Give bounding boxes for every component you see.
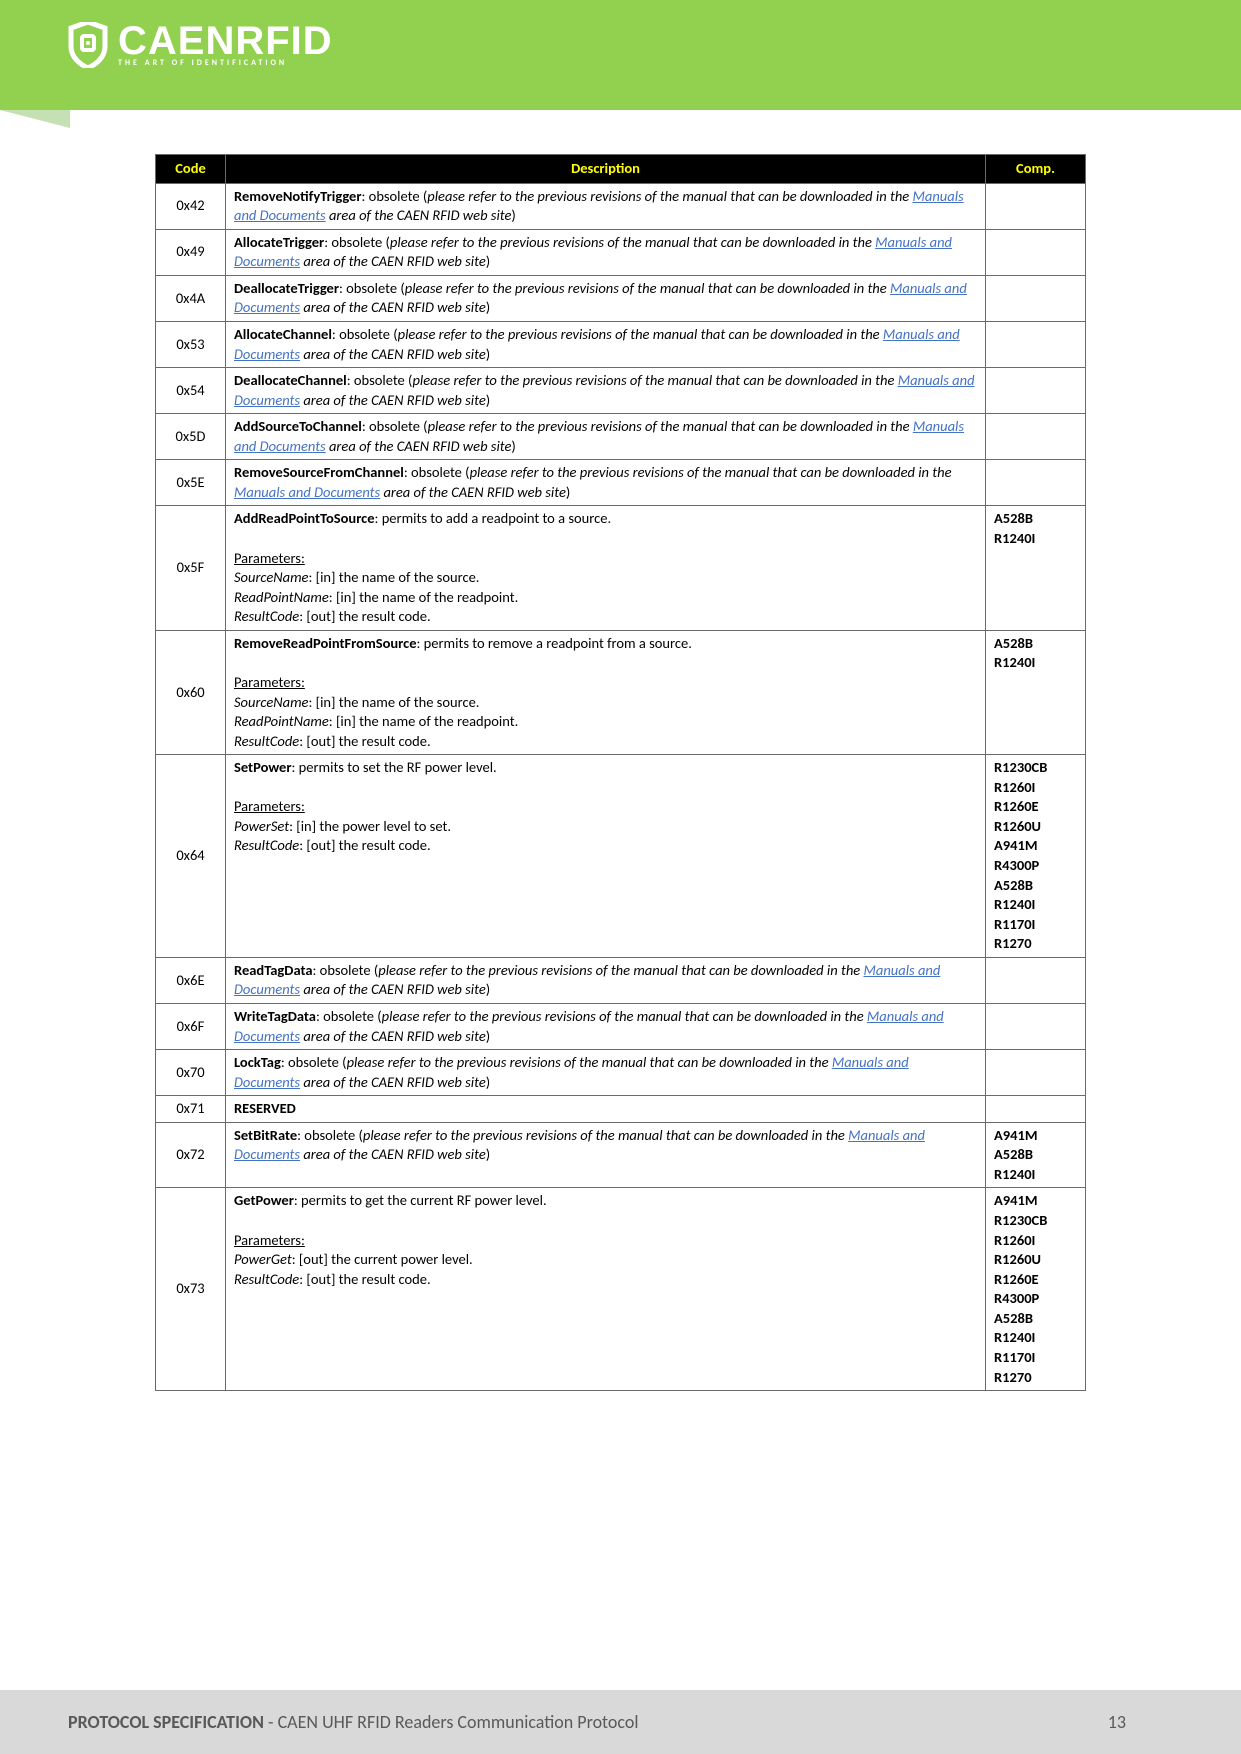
cell-comp (986, 460, 1086, 506)
table-row: 0x53AllocateChannel: obsolete (please re… (156, 321, 1086, 367)
cell-code: 0x4A (156, 275, 226, 321)
cell-description: SetPower: permits to set the RF power le… (226, 755, 986, 958)
header-bar: CAENRFID THE ART OF IDENTIFICATION (0, 0, 1241, 110)
cell-code: 0x70 (156, 1050, 226, 1096)
cell-comp (986, 368, 1086, 414)
cell-comp (986, 275, 1086, 321)
page-content: Code Description Comp. 0x42RemoveNotifyT… (0, 110, 1241, 1391)
cell-description: RESERVED (226, 1096, 986, 1123)
cell-description: RemoveReadPointFromSource: permits to re… (226, 630, 986, 754)
table-row: 0x73GetPower: permits to get the current… (156, 1188, 1086, 1391)
cell-code: 0x60 (156, 630, 226, 754)
cell-description: RemoveNotifyTrigger: obsolete (please re… (226, 183, 986, 229)
table-row: 0x49AllocateTrigger: obsolete (please re… (156, 229, 1086, 275)
table-row: 0x60RemoveReadPointFromSource: permits t… (156, 630, 1086, 754)
cell-description: DeallocateTrigger: obsolete (please refe… (226, 275, 986, 321)
cell-code: 0x64 (156, 755, 226, 958)
cell-description: AddReadPointToSource: permits to add a r… (226, 506, 986, 630)
header-slant-accent (0, 110, 70, 128)
cell-comp: A941MA528BR1240I (986, 1122, 1086, 1188)
manuals-link[interactable]: Manuals and Documents (234, 483, 380, 501)
cell-code: 0x42 (156, 183, 226, 229)
cell-description: SetBitRate: obsolete (please refer to th… (226, 1122, 986, 1188)
cell-comp (986, 1050, 1086, 1096)
cell-comp: R1230CBR1260IR1260ER1260UA941MR4300PA528… (986, 755, 1086, 958)
cell-comp (986, 321, 1086, 367)
cell-code: 0x5F (156, 506, 226, 630)
table-header-row: Code Description Comp. (156, 155, 1086, 184)
cell-code: 0x73 (156, 1188, 226, 1391)
logo-text: CAENRFID (118, 22, 333, 60)
cell-comp: A528BR1240I (986, 506, 1086, 630)
cell-description: WriteTagData: obsolete (please refer to … (226, 1003, 986, 1049)
cell-description: RemoveSourceFromChannel: obsolete (pleas… (226, 460, 986, 506)
table-row: 0x72SetBitRate: obsolete (please refer t… (156, 1122, 1086, 1188)
table-row: 0x4ADeallocateTrigger: obsolete (please … (156, 275, 1086, 321)
col-description: Description (226, 155, 986, 184)
table-row: 0x70LockTag: obsolete (please refer to t… (156, 1050, 1086, 1096)
logo-subtitle: THE ART OF IDENTIFICATION (118, 58, 333, 68)
cell-code: 0x72 (156, 1122, 226, 1188)
cell-code: 0x6E (156, 957, 226, 1003)
cell-description: GetPower: permits to get the current RF … (226, 1188, 986, 1391)
cell-comp (986, 414, 1086, 460)
page-footer: PROTOCOL SPECIFICATION - CAEN UHF RFID R… (0, 1690, 1241, 1754)
table-row: 0x5DAddSourceToChannel: obsolete (please… (156, 414, 1086, 460)
cell-code: 0x53 (156, 321, 226, 367)
footer-rest: - CAEN UHF RFID Readers Communication Pr… (264, 1711, 639, 1733)
cell-code: 0x6F (156, 1003, 226, 1049)
logo: CAENRFID THE ART OF IDENTIFICATION (68, 22, 333, 68)
cell-code: 0x5D (156, 414, 226, 460)
cell-comp: A941MR1230CBR1260IR1260UR1260ER4300PA528… (986, 1188, 1086, 1391)
cell-code: 0x5E (156, 460, 226, 506)
table-row: 0x5ERemoveSourceFromChannel: obsolete (p… (156, 460, 1086, 506)
logo-shield-icon (68, 22, 108, 68)
cell-description: AddSourceToChannel: obsolete (please ref… (226, 414, 986, 460)
cell-description: ReadTagData: obsolete (please refer to t… (226, 957, 986, 1003)
footer-title: PROTOCOL SPECIFICATION - CAEN UHF RFID R… (68, 1711, 639, 1733)
cell-comp (986, 957, 1086, 1003)
cell-description: DeallocateChannel: obsolete (please refe… (226, 368, 986, 414)
cell-comp (986, 229, 1086, 275)
table-row: 0x71RESERVED (156, 1096, 1086, 1123)
cell-description: AllocateTrigger: obsolete (please refer … (226, 229, 986, 275)
cell-code: 0x71 (156, 1096, 226, 1123)
cell-description: LockTag: obsolete (please refer to the p… (226, 1050, 986, 1096)
table-row: 0x64SetPower: permits to set the RF powe… (156, 755, 1086, 958)
cell-comp: A528BR1240I (986, 630, 1086, 754)
cell-comp (986, 1096, 1086, 1123)
command-table: Code Description Comp. 0x42RemoveNotifyT… (155, 154, 1086, 1391)
footer-bold: PROTOCOL SPECIFICATION (68, 1711, 264, 1733)
cell-code: 0x54 (156, 368, 226, 414)
table-row: 0x54DeallocateChannel: obsolete (please … (156, 368, 1086, 414)
table-row: 0x6FWriteTagData: obsolete (please refer… (156, 1003, 1086, 1049)
table-row: 0x5FAddReadPointToSource: permits to add… (156, 506, 1086, 630)
cell-description: AllocateChannel: obsolete (please refer … (226, 321, 986, 367)
cell-comp (986, 183, 1086, 229)
table-row: 0x42RemoveNotifyTrigger: obsolete (pleas… (156, 183, 1086, 229)
col-comp: Comp. (986, 155, 1086, 184)
cell-code: 0x49 (156, 229, 226, 275)
col-code: Code (156, 155, 226, 184)
cell-comp (986, 1003, 1086, 1049)
page-number: 13 (1108, 1711, 1126, 1733)
table-row: 0x6EReadTagData: obsolete (please refer … (156, 957, 1086, 1003)
